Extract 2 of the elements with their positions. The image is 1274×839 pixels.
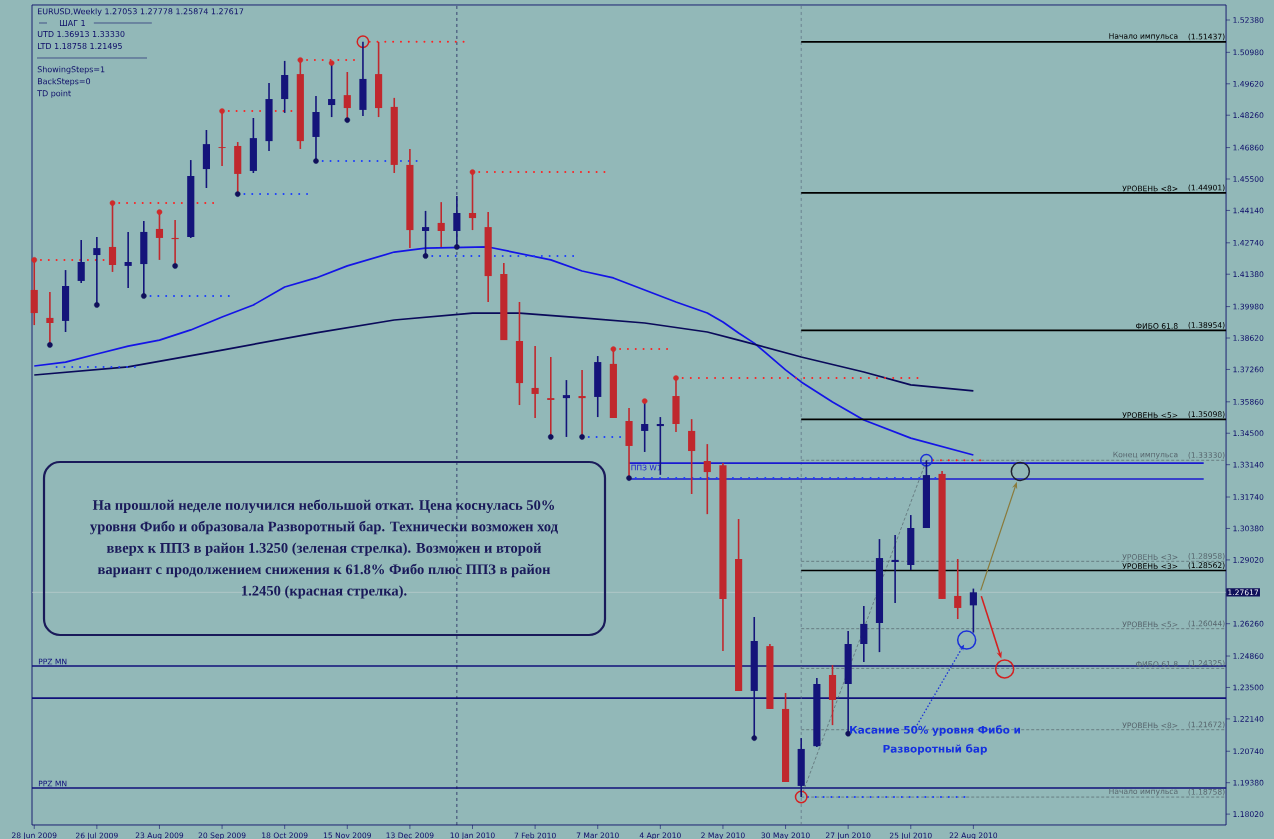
annotation: На прошлой неделе получился небольшой откат. Цена коснулась 50% уровня Фибо и образовала Разворотный бар. Технически возможен ход вверх к ППЗ в район 1.3250 (зеленая стрелка). Возможен и второй вариант с продолжением снижения к 61.8% Фибо плюс ППЗ в район 1.2450 (красная стрелка). (90, 499, 558, 599)
annotation: Касание 50% уровня Фибо и Разворотный бар (850, 725, 1020, 755)
